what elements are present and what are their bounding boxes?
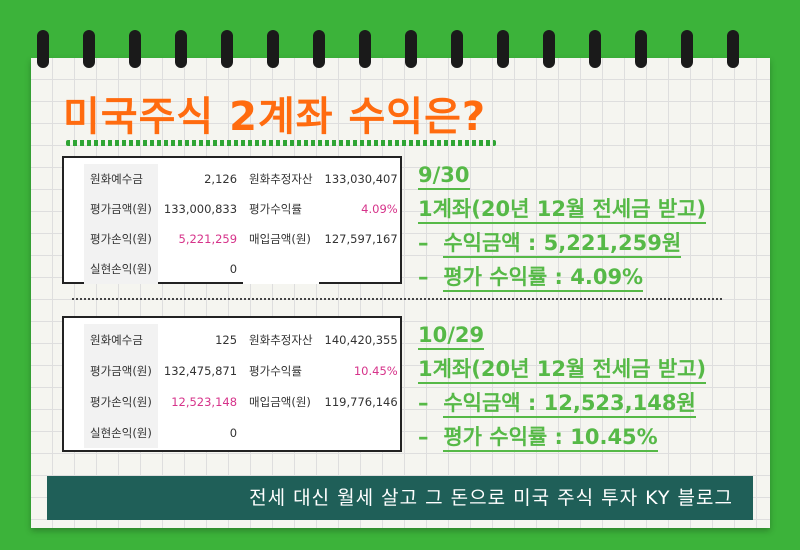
table-row: 평가금액(원) 133,000,833 평가수익률 4.09%	[84, 194, 404, 224]
cell-label	[243, 417, 319, 448]
title-underline	[66, 140, 496, 146]
cell-label: 평가수익률	[243, 194, 319, 224]
return-rate: 평가 수익률 : 4.09%	[443, 265, 644, 292]
snapshot-date: 10/29	[418, 323, 485, 350]
account-summary-table: 원화예수금 125 원화추정자산 140,420,355 평가금액(원) 132…	[62, 316, 402, 452]
cell-label: 원화예수금	[84, 324, 158, 355]
cell-label: 평가수익률	[243, 355, 319, 386]
cell-value: 133,030,407	[324, 172, 398, 186]
account-description: 1계좌(20년 12월 전세금 받고)	[418, 197, 707, 224]
cell-label: 평가손익(원)	[84, 224, 158, 254]
return-rate: 평가 수익률 : 10.45%	[443, 425, 658, 452]
cell-value: 4.09%	[361, 202, 398, 216]
cell-value: 132,475,871	[163, 363, 238, 378]
cell-value: 125	[215, 332, 238, 347]
cell-value: 10.45%	[353, 363, 398, 378]
cell-value: 2,126	[204, 172, 238, 186]
account-summary-table: 원화예수금 2,126 원화추정자산 133,030,407 평가금액(원) 1…	[62, 156, 402, 284]
cell-value: 140,420,355	[324, 332, 398, 347]
cell-value	[319, 417, 404, 448]
cell-label: 평가금액(원)	[84, 355, 158, 386]
cell-label: 원화추정자산	[243, 324, 319, 355]
table-row: 원화예수금 2,126 원화추정자산 133,030,407	[84, 164, 404, 194]
dash-bullet-icon: –	[418, 425, 429, 449]
table-row: 평가금액(원) 132,475,871 평가수익률 10.45%	[84, 355, 404, 386]
cell-label: 매입금액(원)	[243, 224, 319, 254]
table-row: 실현손익(원) 0	[84, 417, 404, 448]
table-row: 평가손익(원) 5,221,259 매입금액(원) 127,597,167	[84, 224, 404, 254]
cell-value: 0	[229, 262, 238, 276]
cell-label: 원화예수금	[84, 164, 158, 194]
table-row: 원화예수금 125 원화추정자산 140,420,355	[84, 324, 404, 355]
dotted-divider	[72, 298, 722, 300]
cell-label: 매입금액(원)	[243, 386, 319, 417]
account-description: 1계좌(20년 12월 전세금 받고)	[418, 357, 707, 384]
footer-banner: 전세 대신 월세 살고 그 돈으로 미국 주식 투자 KY 블로그	[47, 476, 753, 520]
cell-label	[243, 254, 319, 284]
page-title: 미국주식 2계좌 수익은?	[63, 94, 487, 140]
cell-label: 실현손익(원)	[84, 254, 158, 284]
cell-label: 평가금액(원)	[84, 194, 158, 224]
dash-bullet-icon: –	[418, 391, 429, 415]
cell-value: 133,000,833	[163, 202, 238, 216]
cell-value: 119,776,146	[324, 394, 398, 409]
profit-amount: 수익금액 : 12,523,148원	[443, 391, 696, 418]
cell-label: 원화추정자산	[243, 164, 319, 194]
cell-value: 127,597,167	[324, 232, 398, 246]
table-row: 실현손익(원) 0	[84, 254, 404, 284]
dash-bullet-icon: –	[418, 265, 429, 289]
cell-value: 5,221,259	[178, 232, 238, 246]
account-info-block: 10/29 1계좌(20년 12월 전세금 받고) – 수익금액 : 12,52…	[418, 320, 707, 456]
account-info-block: 9/30 1계좌(20년 12월 전세금 받고) – 수익금액 : 5,221,…	[418, 160, 707, 296]
table-row: 평가손익(원) 12,523,148 매입금액(원) 119,776,146	[84, 386, 404, 417]
cell-value: 12,523,148	[171, 394, 238, 409]
cell-value	[319, 254, 404, 284]
snapshot-date: 9/30	[418, 163, 470, 190]
cell-label: 평가손익(원)	[84, 386, 158, 417]
cell-value: 0	[229, 425, 238, 440]
profit-amount: 수익금액 : 5,221,259원	[443, 231, 682, 258]
cell-label: 실현손익(원)	[84, 417, 158, 448]
dash-bullet-icon: –	[418, 231, 429, 255]
